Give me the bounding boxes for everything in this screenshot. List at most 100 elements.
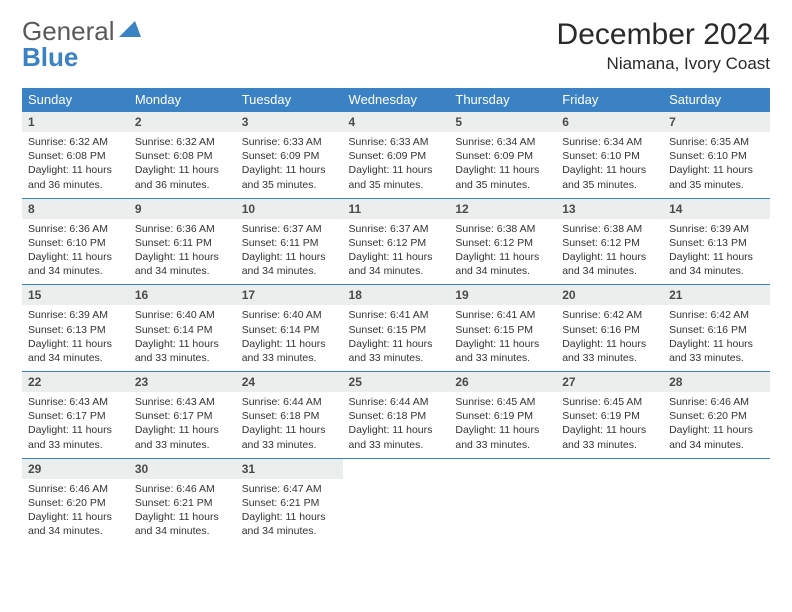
day-details: Sunrise: 6:46 AMSunset: 6:20 PMDaylight:… [663,392,770,458]
day-number: 9 [129,199,236,219]
calendar-cell: 8Sunrise: 6:36 AMSunset: 6:10 PMDaylight… [22,198,129,285]
calendar-cell: 17Sunrise: 6:40 AMSunset: 6:14 PMDayligh… [236,285,343,372]
weekday-header: Tuesday [236,88,343,112]
day-number: 25 [343,372,450,392]
calendar-cell: 10Sunrise: 6:37 AMSunset: 6:11 PMDayligh… [236,198,343,285]
calendar-cell: 18Sunrise: 6:41 AMSunset: 6:15 PMDayligh… [343,285,450,372]
day-number: 23 [129,372,236,392]
calendar-cell [663,458,770,544]
day-details: Sunrise: 6:36 AMSunset: 6:11 PMDaylight:… [129,219,236,285]
calendar-cell: 30Sunrise: 6:46 AMSunset: 6:21 PMDayligh… [129,458,236,544]
calendar-cell: 26Sunrise: 6:45 AMSunset: 6:19 PMDayligh… [449,372,556,459]
day-number: 24 [236,372,343,392]
calendar-cell: 29Sunrise: 6:46 AMSunset: 6:20 PMDayligh… [22,458,129,544]
day-number: 1 [22,112,129,132]
calendar-cell: 5Sunrise: 6:34 AMSunset: 6:09 PMDaylight… [449,112,556,199]
day-details: Sunrise: 6:44 AMSunset: 6:18 PMDaylight:… [236,392,343,458]
day-details: Sunrise: 6:37 AMSunset: 6:12 PMDaylight:… [343,219,450,285]
day-number: 27 [556,372,663,392]
logo: General [22,18,143,44]
calendar-cell: 20Sunrise: 6:42 AMSunset: 6:16 PMDayligh… [556,285,663,372]
day-number: 12 [449,199,556,219]
calendar-cell: 24Sunrise: 6:44 AMSunset: 6:18 PMDayligh… [236,372,343,459]
calendar-row: 1Sunrise: 6:32 AMSunset: 6:08 PMDaylight… [22,112,770,199]
calendar-row: 8Sunrise: 6:36 AMSunset: 6:10 PMDaylight… [22,198,770,285]
calendar-cell: 7Sunrise: 6:35 AMSunset: 6:10 PMDaylight… [663,112,770,199]
logo-sub-wrap: Blue [22,44,78,71]
day-number: 11 [343,199,450,219]
day-number: 17 [236,285,343,305]
day-details: Sunrise: 6:33 AMSunset: 6:09 PMDaylight:… [343,132,450,198]
day-details: Sunrise: 6:44 AMSunset: 6:18 PMDaylight:… [343,392,450,458]
calendar-cell: 2Sunrise: 6:32 AMSunset: 6:08 PMDaylight… [129,112,236,199]
calendar-cell: 25Sunrise: 6:44 AMSunset: 6:18 PMDayligh… [343,372,450,459]
calendar-cell: 27Sunrise: 6:45 AMSunset: 6:19 PMDayligh… [556,372,663,459]
day-number: 6 [556,112,663,132]
day-details: Sunrise: 6:32 AMSunset: 6:08 PMDaylight:… [129,132,236,198]
month-title: December 2024 [557,18,770,52]
day-number: 10 [236,199,343,219]
day-number: 15 [22,285,129,305]
calendar-cell: 21Sunrise: 6:42 AMSunset: 6:16 PMDayligh… [663,285,770,372]
day-details: Sunrise: 6:42 AMSunset: 6:16 PMDaylight:… [663,305,770,371]
day-number: 5 [449,112,556,132]
day-details: Sunrise: 6:38 AMSunset: 6:12 PMDaylight:… [556,219,663,285]
title-block: December 2024 Niamana, Ivory Coast [557,18,770,74]
day-number: 19 [449,285,556,305]
day-details: Sunrise: 6:39 AMSunset: 6:13 PMDaylight:… [22,305,129,371]
logo-text-main: General [22,18,115,44]
day-details: Sunrise: 6:43 AMSunset: 6:17 PMDaylight:… [129,392,236,458]
day-number: 4 [343,112,450,132]
calendar-cell: 9Sunrise: 6:36 AMSunset: 6:11 PMDaylight… [129,198,236,285]
day-details: Sunrise: 6:34 AMSunset: 6:10 PMDaylight:… [556,132,663,198]
weekday-header: Friday [556,88,663,112]
calendar-cell: 19Sunrise: 6:41 AMSunset: 6:15 PMDayligh… [449,285,556,372]
day-number: 13 [556,199,663,219]
day-details: Sunrise: 6:39 AMSunset: 6:13 PMDaylight:… [663,219,770,285]
weekday-header: Wednesday [343,88,450,112]
day-details: Sunrise: 6:34 AMSunset: 6:09 PMDaylight:… [449,132,556,198]
calendar-cell: 6Sunrise: 6:34 AMSunset: 6:10 PMDaylight… [556,112,663,199]
weekday-header: Sunday [22,88,129,112]
calendar-cell: 13Sunrise: 6:38 AMSunset: 6:12 PMDayligh… [556,198,663,285]
location-label: Niamana, Ivory Coast [557,54,770,74]
day-number: 8 [22,199,129,219]
weekday-header: Saturday [663,88,770,112]
calendar-body: 1Sunrise: 6:32 AMSunset: 6:08 PMDaylight… [22,112,770,545]
day-details: Sunrise: 6:41 AMSunset: 6:15 PMDaylight:… [449,305,556,371]
day-details: Sunrise: 6:33 AMSunset: 6:09 PMDaylight:… [236,132,343,198]
day-number: 2 [129,112,236,132]
day-number: 29 [22,459,129,479]
day-number: 28 [663,372,770,392]
logo-text-sub: Blue [22,42,78,72]
calendar-cell: 4Sunrise: 6:33 AMSunset: 6:09 PMDaylight… [343,112,450,199]
day-details: Sunrise: 6:42 AMSunset: 6:16 PMDaylight:… [556,305,663,371]
calendar-cell: 3Sunrise: 6:33 AMSunset: 6:09 PMDaylight… [236,112,343,199]
calendar-cell: 12Sunrise: 6:38 AMSunset: 6:12 PMDayligh… [449,198,556,285]
day-details: Sunrise: 6:38 AMSunset: 6:12 PMDaylight:… [449,219,556,285]
day-number: 14 [663,199,770,219]
calendar-cell: 15Sunrise: 6:39 AMSunset: 6:13 PMDayligh… [22,285,129,372]
day-number: 20 [556,285,663,305]
logo-triangle-icon [119,21,141,42]
day-number: 3 [236,112,343,132]
calendar-cell [556,458,663,544]
day-details: Sunrise: 6:45 AMSunset: 6:19 PMDaylight:… [449,392,556,458]
day-details: Sunrise: 6:46 AMSunset: 6:20 PMDaylight:… [22,479,129,545]
day-number: 22 [22,372,129,392]
day-details: Sunrise: 6:32 AMSunset: 6:08 PMDaylight:… [22,132,129,198]
calendar-cell: 23Sunrise: 6:43 AMSunset: 6:17 PMDayligh… [129,372,236,459]
day-details: Sunrise: 6:40 AMSunset: 6:14 PMDaylight:… [129,305,236,371]
day-details: Sunrise: 6:40 AMSunset: 6:14 PMDaylight:… [236,305,343,371]
day-number: 26 [449,372,556,392]
day-details: Sunrise: 6:47 AMSunset: 6:21 PMDaylight:… [236,479,343,545]
calendar-cell: 16Sunrise: 6:40 AMSunset: 6:14 PMDayligh… [129,285,236,372]
calendar-cell: 31Sunrise: 6:47 AMSunset: 6:21 PMDayligh… [236,458,343,544]
day-details: Sunrise: 6:43 AMSunset: 6:17 PMDaylight:… [22,392,129,458]
day-details: Sunrise: 6:35 AMSunset: 6:10 PMDaylight:… [663,132,770,198]
calendar-row: 29Sunrise: 6:46 AMSunset: 6:20 PMDayligh… [22,458,770,544]
calendar-cell: 28Sunrise: 6:46 AMSunset: 6:20 PMDayligh… [663,372,770,459]
day-number: 7 [663,112,770,132]
calendar-row: 22Sunrise: 6:43 AMSunset: 6:17 PMDayligh… [22,372,770,459]
day-number: 18 [343,285,450,305]
